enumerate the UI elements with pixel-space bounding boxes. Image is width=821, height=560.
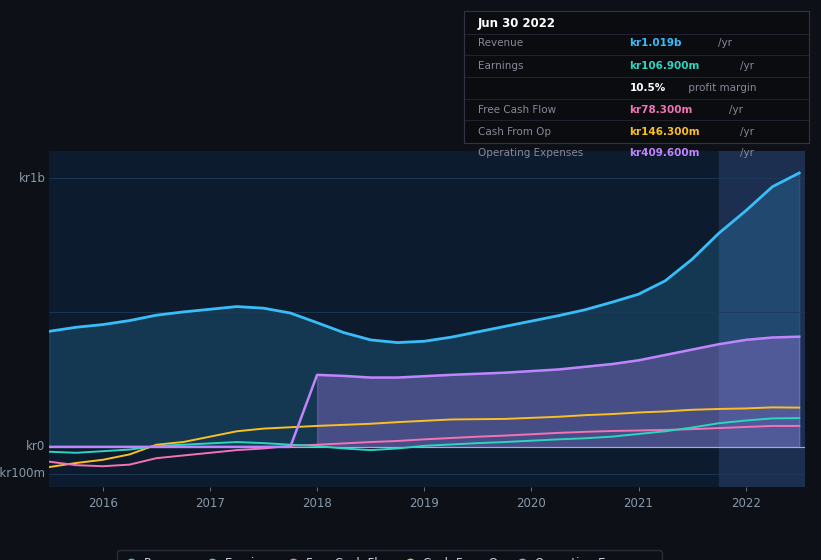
Text: profit margin: profit margin <box>685 83 756 93</box>
Text: Revenue: Revenue <box>478 39 523 49</box>
Text: /yr: /yr <box>740 61 754 71</box>
Text: Operating Expenses: Operating Expenses <box>478 148 583 158</box>
Text: kr409.600m: kr409.600m <box>630 148 699 158</box>
Text: /yr: /yr <box>740 148 754 158</box>
Text: /yr: /yr <box>729 105 743 115</box>
Text: Jun 30 2022: Jun 30 2022 <box>478 17 556 30</box>
Text: Free Cash Flow: Free Cash Flow <box>478 105 556 115</box>
Text: /yr: /yr <box>740 127 754 137</box>
Text: kr1.019b: kr1.019b <box>630 39 682 49</box>
Text: -kr100m: -kr100m <box>0 467 45 480</box>
Text: Cash From Op: Cash From Op <box>478 127 551 137</box>
Text: kr146.300m: kr146.300m <box>630 127 700 137</box>
Text: Earnings: Earnings <box>478 61 523 71</box>
Text: /yr: /yr <box>718 39 732 49</box>
Bar <box>719 151 810 487</box>
Text: kr78.300m: kr78.300m <box>630 105 693 115</box>
Legend: Revenue, Earnings, Free Cash Flow, Cash From Op, Operating Expenses: Revenue, Earnings, Free Cash Flow, Cash … <box>117 550 662 560</box>
Text: kr0: kr0 <box>26 440 45 454</box>
Text: 10.5%: 10.5% <box>630 83 666 93</box>
Text: kr1b: kr1b <box>19 171 45 185</box>
Text: kr106.900m: kr106.900m <box>630 61 699 71</box>
